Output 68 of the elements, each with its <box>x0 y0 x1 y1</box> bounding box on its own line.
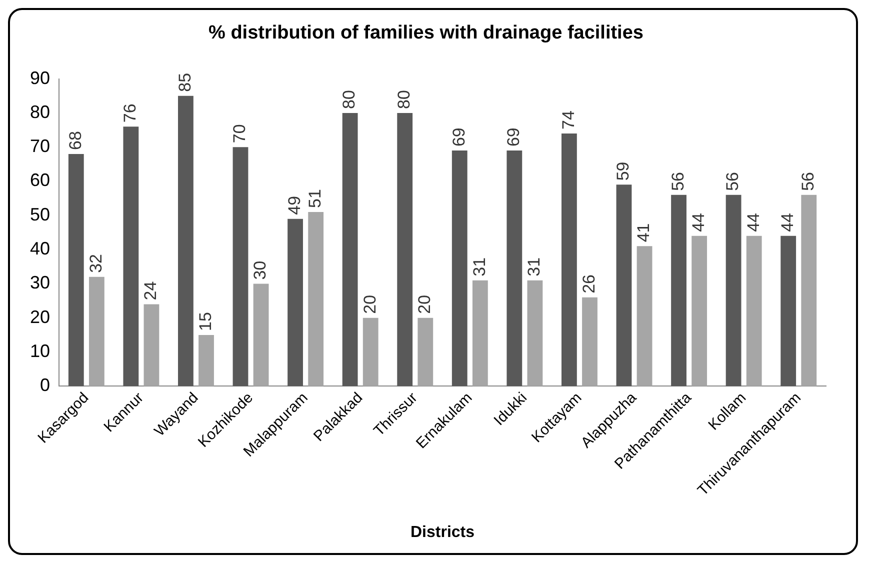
bar <box>616 184 632 386</box>
bar <box>288 218 303 386</box>
data-label: 56 <box>798 172 818 191</box>
bar <box>527 280 543 386</box>
bar <box>780 236 796 386</box>
bar <box>232 147 248 386</box>
bar <box>636 246 652 386</box>
data-label: 20 <box>360 294 380 314</box>
data-label: 56 <box>668 172 688 191</box>
bar <box>198 334 214 386</box>
data-label: 15 <box>196 312 215 331</box>
bar <box>362 318 378 386</box>
data-label: 80 <box>394 90 414 109</box>
data-label: 69 <box>504 128 524 147</box>
y-tick-label: 60 <box>30 170 50 190</box>
y-tick-label: 40 <box>30 238 50 259</box>
bar <box>178 96 194 386</box>
data-label: 85 <box>175 72 194 92</box>
bar <box>308 212 324 386</box>
data-label: 69 <box>449 128 468 147</box>
y-tick-label: 30 <box>30 272 50 293</box>
bar <box>801 194 817 386</box>
bar <box>561 133 577 386</box>
data-label: 68 <box>66 131 85 150</box>
bar <box>726 194 742 386</box>
data-label: 20 <box>415 294 434 314</box>
data-label: 44 <box>689 212 708 232</box>
x-axis-title: Districts <box>410 524 475 541</box>
data-label: 70 <box>230 124 250 144</box>
y-tick-label: 80 <box>30 102 50 122</box>
bar <box>472 280 488 386</box>
data-label: 44 <box>744 212 763 232</box>
y-tick-label: 0 <box>40 375 50 396</box>
bar <box>342 112 358 386</box>
data-label: 32 <box>86 254 106 273</box>
data-label: 30 <box>250 260 270 280</box>
data-label: 31 <box>524 257 544 276</box>
bar <box>746 236 762 386</box>
y-tick-label: 70 <box>30 136 50 156</box>
data-label: 41 <box>634 223 654 242</box>
bar <box>582 297 598 386</box>
bar <box>144 304 160 386</box>
bar <box>88 276 104 386</box>
data-label: 80 <box>340 90 359 109</box>
data-label: 24 <box>141 281 160 300</box>
data-label: 49 <box>284 196 304 215</box>
data-label: 44 <box>778 212 798 232</box>
data-label: 31 <box>470 257 489 276</box>
chart-title: % distribution of families with drainage facilities <box>208 22 644 44</box>
data-label: 76 <box>120 104 140 123</box>
y-tick-label: 20 <box>30 306 50 327</box>
y-tick-label: 10 <box>30 341 50 362</box>
data-label: 56 <box>723 172 742 191</box>
data-label: 26 <box>579 274 598 294</box>
data-label: 59 <box>614 162 633 181</box>
bar <box>68 154 84 386</box>
y-tick-label: 90 <box>30 68 50 88</box>
bar <box>397 112 413 386</box>
data-label: 51 <box>306 189 325 208</box>
bar <box>692 236 708 386</box>
bar <box>452 150 468 386</box>
bar <box>671 194 686 386</box>
bar <box>253 284 269 386</box>
bar <box>418 318 434 386</box>
data-label: 74 <box>558 110 578 130</box>
bar <box>506 150 522 386</box>
bar <box>123 126 139 386</box>
y-tick-label: 50 <box>30 204 50 224</box>
